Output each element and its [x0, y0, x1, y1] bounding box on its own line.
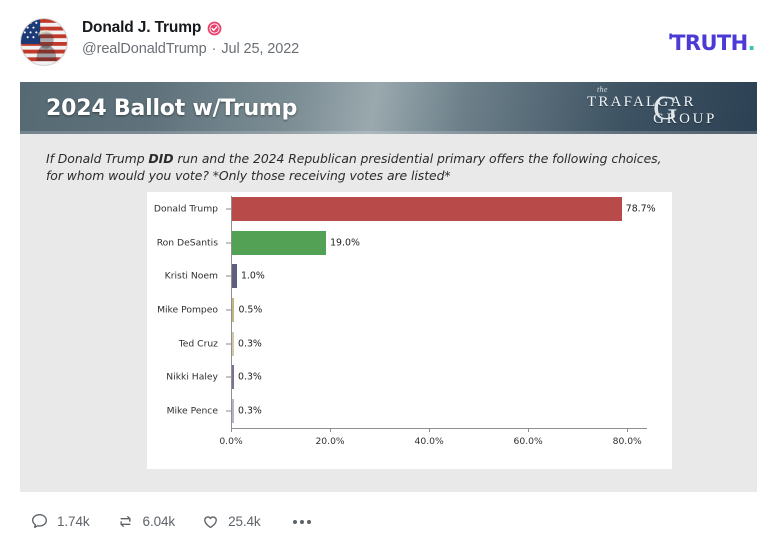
- repost-button[interactable]: 6.04k: [116, 512, 176, 531]
- chart-category-label: Kristi Noem: [164, 270, 218, 282]
- poll-title: 2024 Ballot w/Trump: [46, 95, 298, 121]
- poll-question-part1: If Donald Trump: [46, 151, 149, 166]
- display-name[interactable]: Donald J. Trump: [82, 19, 202, 36]
- chart-category-label: Donald Trump: [153, 203, 218, 215]
- chart-y-tick: [226, 275, 231, 277]
- trafalgar-line2: GROUP: [653, 111, 717, 127]
- chart-x-tick: [330, 428, 332, 432]
- chart-category-label: Ron DeSantis: [156, 237, 218, 249]
- chart-bar-value: 78.7%: [625, 203, 656, 215]
- chart-bar: [232, 230, 327, 255]
- chart-category-label: Nikki Haley: [166, 371, 218, 383]
- chart-y-axis: [231, 196, 232, 428]
- chart-x-tick-label: 20.0%: [315, 436, 345, 447]
- chart-category-label: Mike Pompeo: [157, 304, 218, 316]
- poll-banner: 2024 Ballot w/Trump the TRAFALGAR GROUP …: [20, 82, 757, 134]
- chart-x-tick: [627, 428, 629, 432]
- post-date[interactable]: Jul 25, 2022: [221, 41, 300, 57]
- separator-dot: ·: [211, 41, 217, 57]
- heart-icon: [201, 512, 220, 531]
- chart-bar: [232, 331, 234, 356]
- avatar[interactable]: [20, 18, 68, 66]
- chart-bar: [232, 298, 235, 322]
- chart-category-labels: Donald Trump Ron DeSantis Kristi Noem Mike …: [147, 192, 226, 428]
- chart-x-tick-label: 60.0%: [513, 436, 543, 447]
- chart-bar: [232, 196, 622, 221]
- chart-bar-value: 0.3%: [238, 338, 262, 350]
- chart-category-label: Ted Cruz: [178, 338, 218, 350]
- chart-plot-area: Donald Trump Ron DeSantis Kristi Noem Mike …: [147, 192, 672, 469]
- chart-y-tick: [226, 343, 231, 345]
- comment-button[interactable]: 1.74k: [30, 512, 90, 531]
- repost-icon: [116, 512, 135, 531]
- comment-icon: [30, 512, 49, 531]
- author-identity: Donald J. Trump @realDonaldTrump · Jul 2…: [82, 18, 299, 57]
- poll-question: If Donald Trump DID run and the 2024 Rep…: [46, 150, 676, 184]
- chart-bars: 78.7% 19.0% 1.0% 0.5% 0.3% 0.3% 0.3%: [232, 192, 656, 428]
- repost-count: 6.04k: [142, 514, 176, 529]
- poll-image-card[interactable]: 2024 Ballot w/Trump the TRAFALGAR GROUP …: [20, 82, 757, 492]
- chart-y-tick: [226, 208, 231, 210]
- trafalgar-line1: TRAFALGAR: [587, 94, 696, 110]
- chart-category-label: Mike Pence: [166, 405, 218, 417]
- chart-bar: [232, 399, 234, 424]
- chart-bar-value: 0.3%: [238, 405, 262, 417]
- chart-x-tick-label: 0.0%: [219, 436, 243, 447]
- chart-y-tick: [226, 242, 231, 244]
- trafalgar-swoop-icon: G: [653, 90, 678, 127]
- author-handle[interactable]: @realDonaldTrump: [82, 41, 207, 57]
- truth-social-logo: ' TRUTH .: [667, 30, 756, 55]
- chart-bar-value: 0.5%: [238, 304, 263, 316]
- verified-badge-icon: [207, 21, 222, 36]
- poll-question-emphasis: DID: [148, 151, 174, 166]
- more-dots-icon[interactable]: [291, 516, 313, 528]
- post-header: Donald J. Trump @realDonaldTrump · Jul 2…: [20, 18, 299, 66]
- chart-y-tick: [226, 376, 231, 378]
- comment-count: 1.74k: [57, 514, 90, 529]
- chart-bar-value: 19.0%: [330, 237, 360, 249]
- chart-y-tick: [226, 309, 231, 311]
- engagement-bar: 1.74k 6.04k 25.4k: [30, 512, 313, 531]
- like-count: 25.4k: [228, 514, 261, 529]
- chart-x-tick: [429, 428, 431, 432]
- chart-bar: [232, 264, 237, 289]
- chart-x-tick: [528, 428, 530, 432]
- truth-logo-tick: ': [667, 30, 674, 54]
- like-button[interactable]: 25.4k: [201, 512, 261, 531]
- chart-x-axis: [231, 428, 647, 429]
- chart-bar-value: 0.3%: [238, 371, 262, 383]
- chart-bar-value: 1.0%: [240, 270, 265, 282]
- truth-logo-word: TRUTH: [671, 31, 748, 55]
- trafalgar-the: the: [597, 85, 608, 94]
- chart-bar: [232, 365, 234, 390]
- chart-x-tick: [231, 428, 232, 432]
- poll-question-part2: run and the 2024 Republican presidential…: [46, 151, 662, 183]
- trafalgar-group-logo: the TRAFALGAR GROUP G: [579, 86, 729, 132]
- handle-line: @realDonaldTrump · Jul 25, 2022: [82, 41, 299, 57]
- poll-chart: Donald Trump Ron DeSantis Kristi Noem Mike …: [147, 192, 672, 469]
- name-line: Donald J. Trump: [82, 19, 299, 37]
- chart-x-tick-label: 80.0%: [612, 436, 642, 447]
- chart-y-tick: [226, 410, 231, 412]
- chart-x-tick-label: 40.0%: [414, 436, 444, 447]
- truth-logo-dot: .: [747, 31, 756, 55]
